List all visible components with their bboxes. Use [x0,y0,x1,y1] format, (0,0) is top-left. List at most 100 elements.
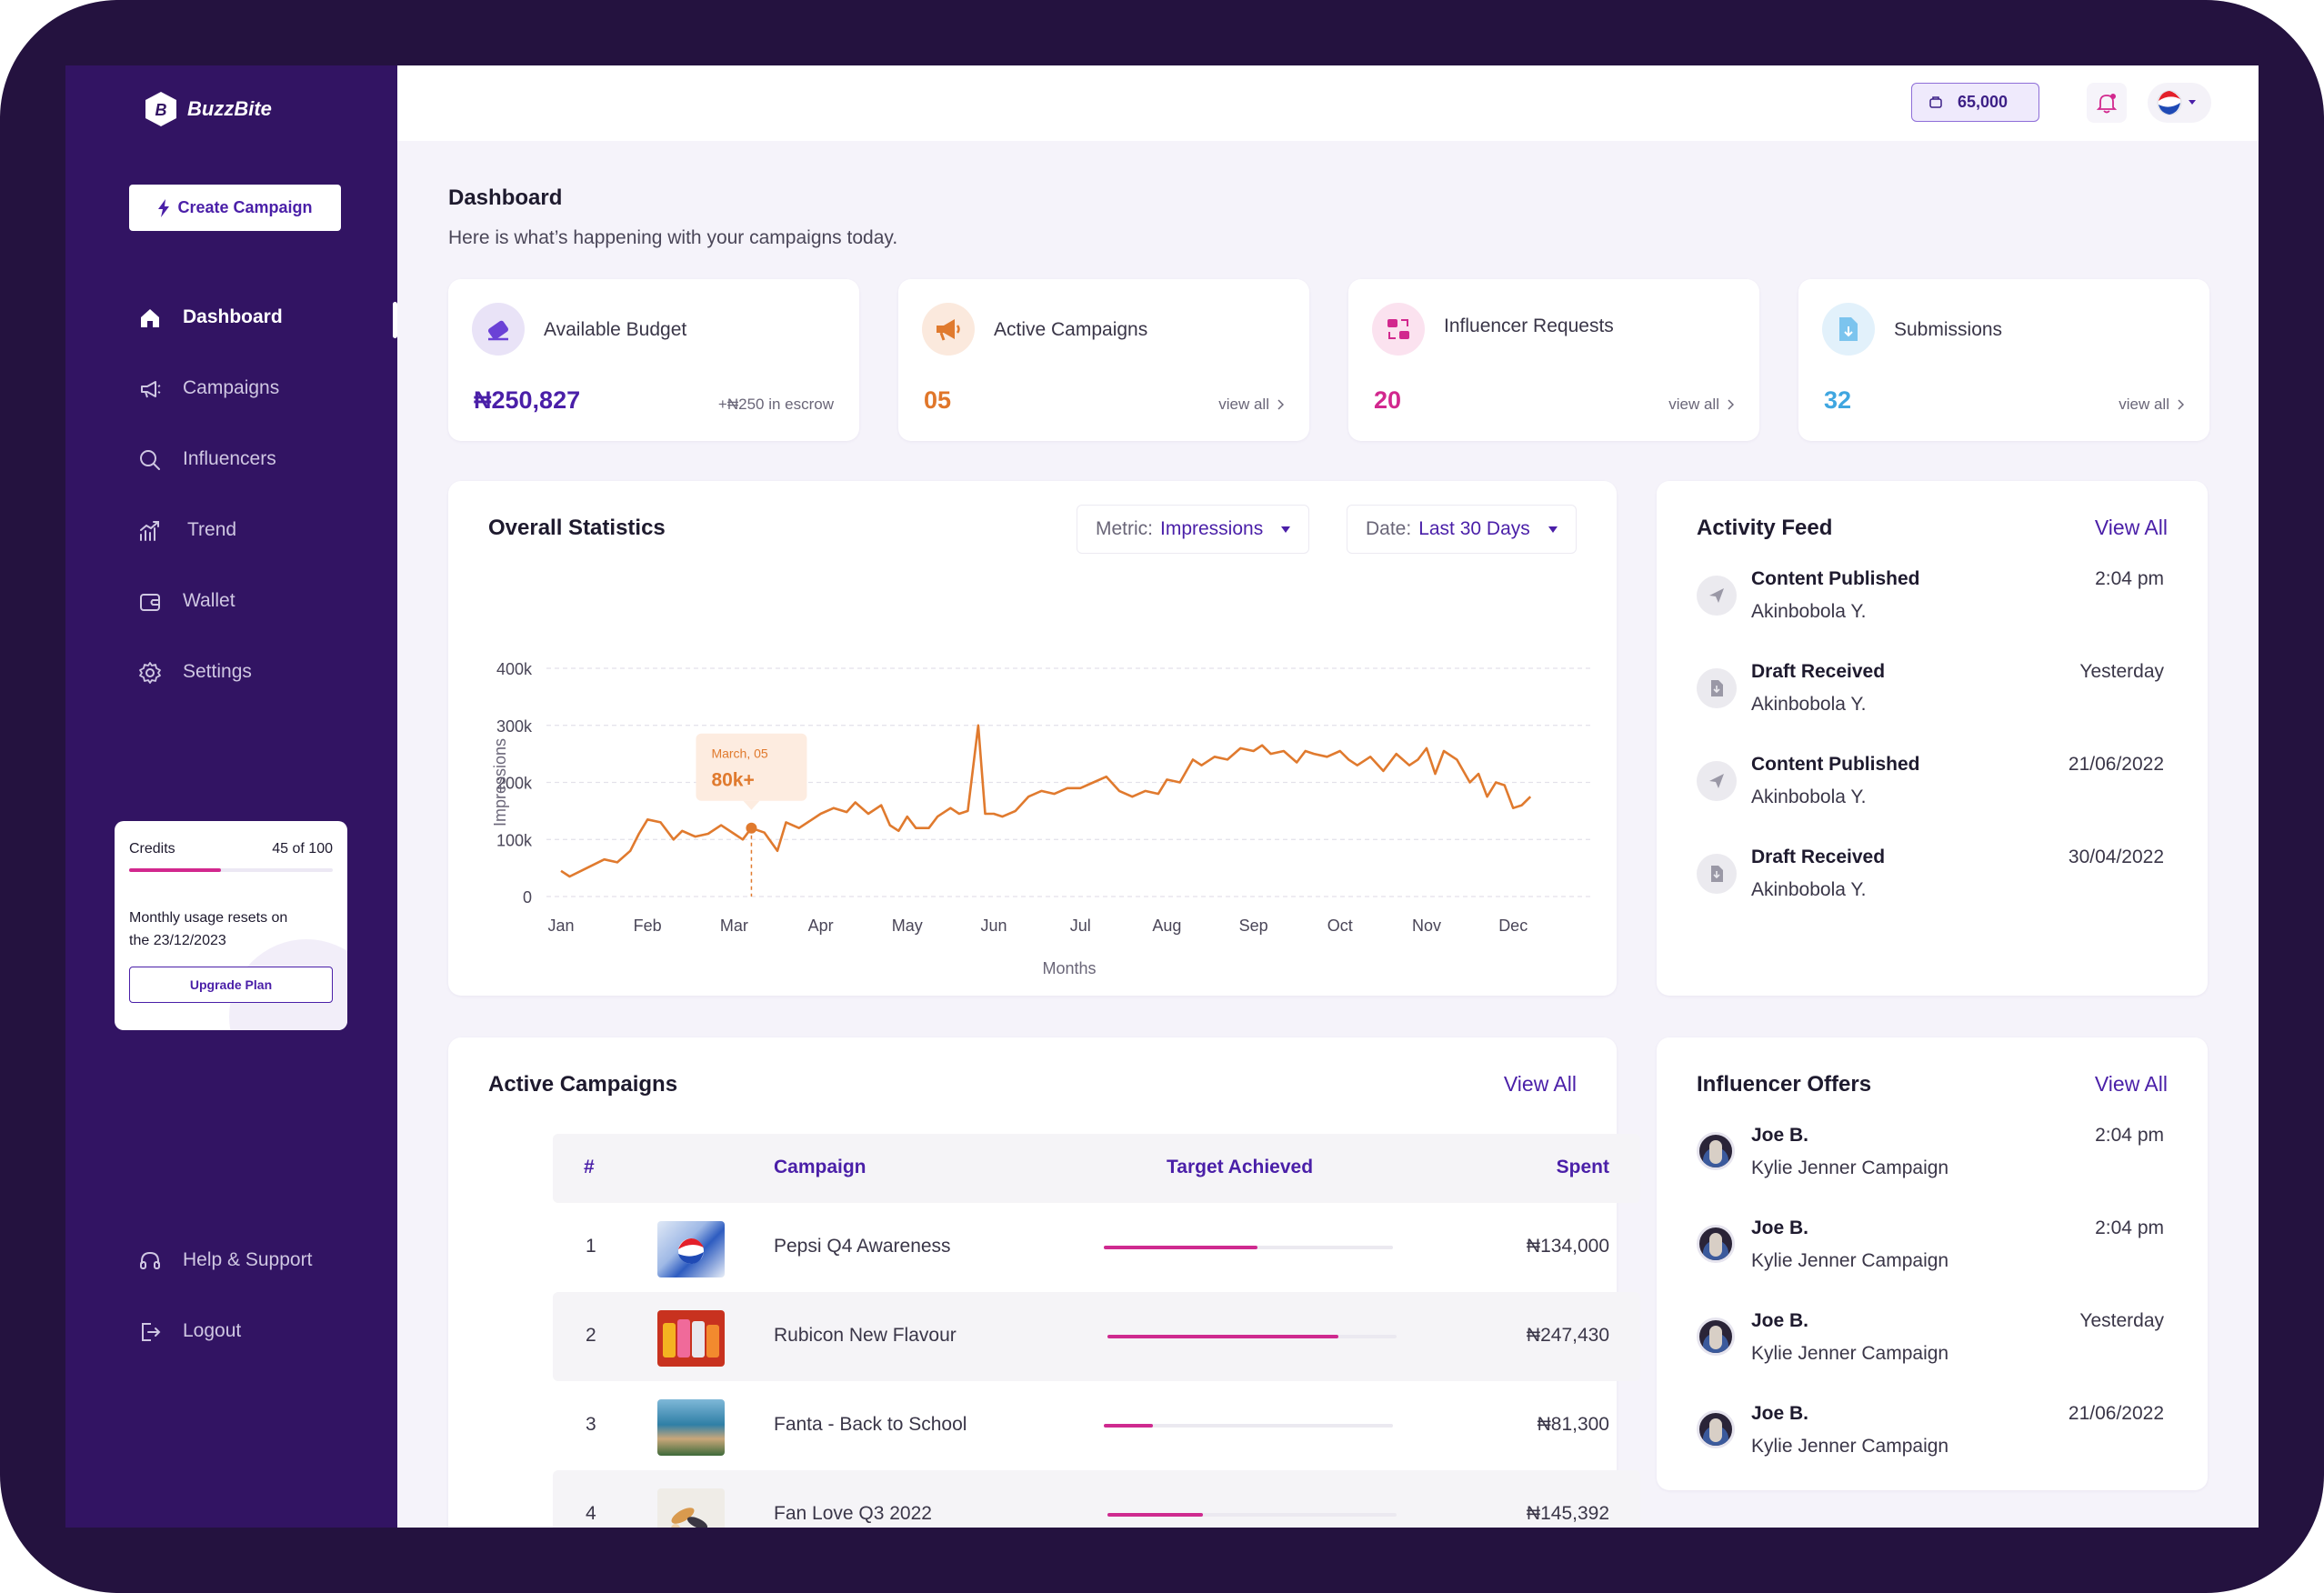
chevron-down-icon [2189,100,2196,105]
stat-card-submissions: Submissions 32 view all [1798,279,2209,441]
credits-progress-fill [129,868,221,872]
view-all-link[interactable]: view all [2119,396,2184,414]
stat-value: ₦250,827 [474,386,581,414]
activity-time: Yesterday [2079,661,2164,682]
table-row[interactable]: 1 Pepsi Q4 Awareness ₦134,000 [553,1203,1640,1292]
activity-item[interactable]: Content Published Akinbobola Y. 2:04 pm [1697,568,2164,641]
x-tick-label: Mar [720,917,748,935]
y-axis-label: Impressions [491,738,509,827]
date-label: Date: [1366,518,1412,539]
column-header-target[interactable]: Target Achieved [1167,1157,1314,1177]
offer-item[interactable]: Joe B. Kylie Jenner Campaign 21/06/2022 [1697,1403,2164,1476]
x-tick-label: Jun [980,917,1007,935]
sidebar-item-settings[interactable]: Settings [65,647,397,696]
offer-item[interactable]: Joe B. Kylie Jenner Campaign 2:04 pm [1697,1125,2164,1197]
view-all-link[interactable]: view all [1218,396,1284,414]
offer-item[interactable]: Joe B. Kylie Jenner Campaign Yesterday [1697,1310,2164,1383]
campaign-spent: ₦247,430 [1526,1325,1609,1346]
sidebar-item-wallet[interactable]: Wallet [65,576,397,626]
stat-card-budget: Available Budget ₦250,827 +₦250 in escro… [448,279,859,441]
logo[interactable]: B BuzzBite [144,89,272,129]
metric-dropdown[interactable]: Metric: Impressions [1077,505,1310,554]
gear-icon [139,662,161,684]
balance-chip[interactable]: 65,000 [1911,83,2039,122]
sidebar-item-logout[interactable]: Logout [65,1307,397,1356]
profile-menu-button[interactable] [2148,83,2211,123]
y-tick-label: 400k [496,660,533,678]
campaign-name: Fanta - Back to School [774,1414,967,1435]
table-row[interactable]: 3 Fanta - Back to School ₦81,300 [553,1381,1640,1470]
campaign-thumbnail [657,1310,725,1367]
view-all-link[interactable]: View All [2094,1072,2168,1096]
x-tick-label: May [892,917,923,935]
activity-item[interactable]: Draft Received Akinbobola Y. 30/04/2022 [1697,847,2164,919]
target-progress [1107,1335,1397,1338]
escrow-text: +₦250 in escrow [717,396,834,413]
campaign-name: Fan Love Q3 2022 [774,1503,932,1524]
view-all-link[interactable]: View All [2094,516,2168,539]
upgrade-plan-button[interactable]: Upgrade Plan [129,967,333,1003]
offer-influencer: Joe B. [1751,1217,1809,1238]
column-header-spent[interactable]: Spent [1556,1157,1609,1177]
view-all-link[interactable]: View All [1503,1072,1577,1096]
send-icon [1697,576,1737,616]
offer-influencer: Joe B. [1751,1125,1809,1146]
bell-icon [2096,94,2118,114]
stat-value: 20 [1374,386,1402,414]
table-row[interactable]: 4 Fan Love Q3 2022 ₦145,392 [553,1470,1640,1528]
sidebar-item-campaigns[interactable]: Campaigns [65,364,397,413]
offer-item[interactable]: Joe B. Kylie Jenner Campaign 2:04 pm [1697,1217,2164,1290]
x-tick-label: Oct [1327,917,1353,935]
campaign-name: Pepsi Q4 Awareness [774,1236,951,1257]
page-subtitle: Here is what’s happening with your campa… [448,227,898,248]
create-campaign-button[interactable]: Create Campaign [129,185,341,231]
campaign-thumbnail [657,1399,725,1456]
column-header-campaign[interactable]: Campaign [774,1157,866,1177]
view-all-link[interactable]: view all [1668,396,1734,414]
notifications-button[interactable] [2087,83,2127,123]
impressions-line-chart: 0 100k 200k 300k 400k Jan Feb Mar Apr May Jun Jul Au… [491,660,1592,977]
view-all-label: view all [1668,396,1719,413]
sidebar-item-dashboard[interactable]: Dashboard [65,293,397,342]
y-tick-label: 300k [496,717,533,736]
sidebar-item-label: Settings [183,661,252,682]
campaign-name: Rubicon New Flavour [774,1325,957,1346]
sidebar-item-help[interactable]: Help & Support [65,1236,397,1285]
date-dropdown[interactable]: Date: Last 30 Days [1347,505,1577,554]
credits-card: Credits 45 of 100 Monthly usage resets o… [115,821,347,1030]
sidebar-item-label: Influencers [183,448,276,469]
offer-influencer: Joe B. [1751,1403,1809,1424]
caret-down-icon [1281,526,1291,533]
offer-time: 2:04 pm [2095,1217,2164,1238]
row-number: 2 [586,1325,596,1346]
x-tick-label: Dec [1498,917,1528,935]
offer-campaign: Kylie Jenner Campaign [1751,1436,1949,1457]
target-progress-fill [1104,1424,1154,1428]
sidebar-item-trend[interactable]: Trend [65,506,397,555]
sidebar-item-influencers[interactable]: Influencers [65,435,397,484]
activity-time: 21/06/2022 [2068,754,2164,775]
offer-campaign: Kylie Jenner Campaign [1751,1343,1949,1364]
y-tick-label: 200k [496,775,533,793]
create-campaign-label: Create Campaign [177,198,313,216]
activity-time: 2:04 pm [2095,568,2164,589]
stat-label: Submissions [1894,319,2003,340]
table-row[interactable]: 2 Rubicon New Flavour ₦247,430 [553,1292,1640,1381]
offer-influencer: Joe B. [1751,1310,1809,1331]
activity-item[interactable]: Draft Received Akinbobola Y. Yesterday [1697,661,2164,734]
stat-value: 05 [924,386,952,414]
overall-statistics-card: Overall Statistics Metric: Impressions D… [448,481,1617,996]
search-icon [140,450,160,470]
chevron-right-icon [1728,399,1734,410]
sidebar-item-label: Campaigns [183,377,280,398]
x-tick-label: Aug [1152,917,1181,935]
page-title: Dashboard [448,185,563,210]
column-header-number[interactable]: # [584,1157,595,1177]
trend-icon [140,521,159,541]
logo-icon: B [145,92,176,126]
activity-item[interactable]: Content Published Akinbobola Y. 21/06/20… [1697,754,2164,827]
logout-icon [142,1323,161,1341]
app-screen: B BuzzBite Create Campaign Dashboard Cam… [65,65,2259,1528]
credits-reset-line-1: Monthly usage resets on [129,910,288,926]
